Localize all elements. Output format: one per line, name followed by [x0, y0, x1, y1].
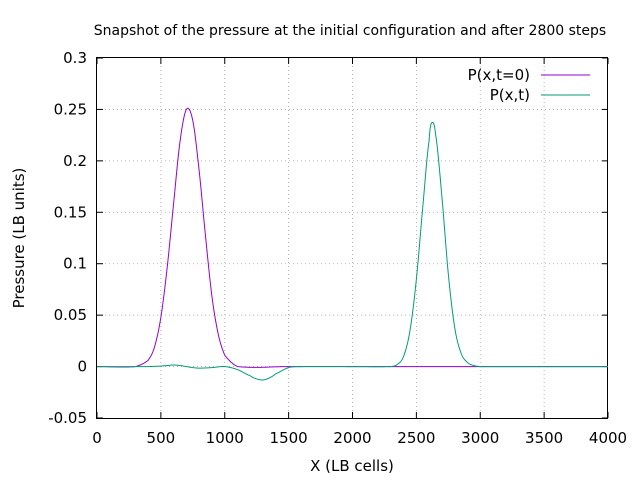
legend: P(x,t=0) P(x,t)	[468, 66, 590, 104]
x-tick-label: 1500	[270, 429, 308, 447]
y-tick-label: 0.25	[54, 100, 87, 118]
grid-lines	[97, 58, 608, 418]
x-tick-label: 3500	[525, 429, 563, 447]
x-tick-label: 0	[92, 429, 102, 447]
series-line-2	[97, 121, 608, 381]
x-tick-label: 2000	[333, 429, 371, 447]
series-line-1	[96, 107, 608, 368]
y-axis-title: Pressure (LB units)	[10, 168, 28, 309]
x-tick-label: 2500	[397, 429, 435, 447]
y-tick-label: 0.05	[54, 306, 87, 324]
y-tick-label: 0.15	[54, 203, 87, 221]
y-tick-label: -0.05	[48, 409, 87, 427]
legend-label-2: P(x,t)	[490, 86, 530, 104]
y-tick-label: 0.1	[63, 255, 87, 273]
series-layer	[96, 107, 608, 381]
x-tick-label: 1000	[206, 429, 244, 447]
x-tick-label: 500	[147, 429, 176, 447]
chart-title: Snapshot of the pressure at the initial …	[94, 23, 606, 39]
y-tick-label: 0.2	[63, 152, 87, 170]
x-tick-label: 4000	[589, 429, 627, 447]
x-tick-label: 3000	[461, 429, 499, 447]
legend-label-1: P(x,t=0)	[468, 66, 530, 84]
plot-frame	[96, 57, 608, 419]
y-tick-label: 0	[77, 358, 87, 376]
axis-ticks: 0 500 1000 1500 2000 2500 3000 3500 4000 -0.05 0 0.…	[48, 49, 627, 447]
x-axis-title: X (LB cells)	[310, 457, 394, 475]
y-tick-label: 0.3	[63, 49, 87, 67]
